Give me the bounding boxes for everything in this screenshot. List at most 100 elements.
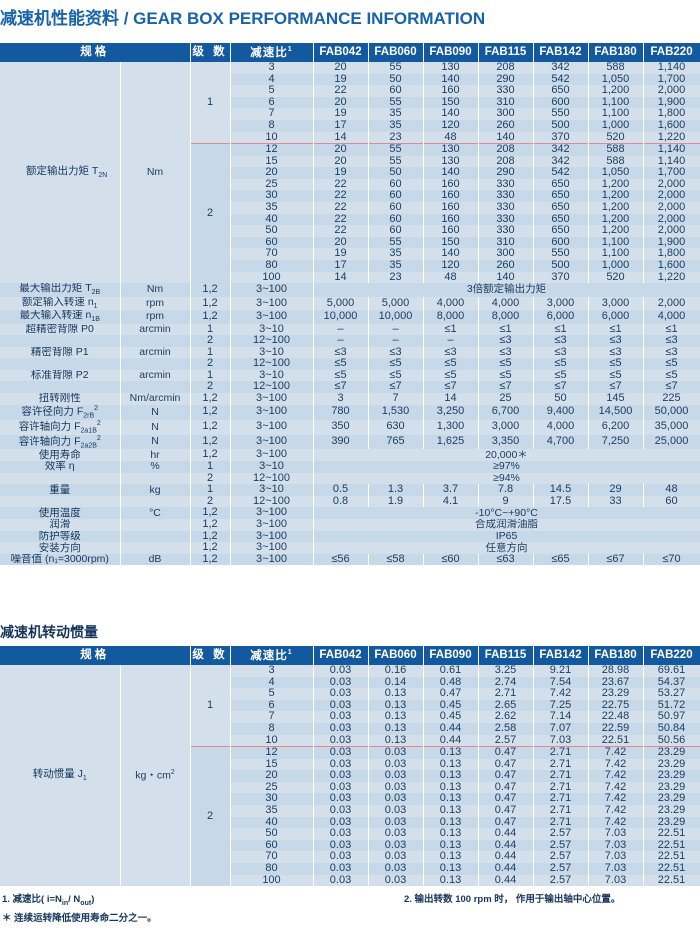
table-row: 70 19 35 140 300 550 1,100 1,800 bbox=[0, 248, 700, 260]
value-5: 7.42 bbox=[588, 770, 644, 782]
inertia-table-body: 转动惯量 J1 kg・cm2 1 3 0.03 0.16 0.61 3.25 9.21 28.98… bbox=[0, 665, 700, 887]
spec-row: 超精密背隙 P0 arcmin 1 3~10– – ≤1 ≤1 ≤1 ≤1 ≤1 bbox=[0, 323, 700, 336]
value-3: 4,000 bbox=[478, 296, 534, 311]
value-6: 1,700 bbox=[643, 167, 700, 179]
ratio-value: 30 bbox=[230, 793, 314, 806]
value-1: 0.16 bbox=[368, 665, 424, 677]
value-0: 19 bbox=[313, 73, 369, 86]
spec-label: 噪音值 (n₁=3000rpm) bbox=[0, 553, 121, 566]
table-row: 6 0.03 0.13 0.45 2.65 7.25 22.75 51.72 bbox=[0, 699, 700, 712]
value-0: 350 bbox=[313, 419, 369, 435]
value-2: 0.13 bbox=[423, 758, 479, 771]
value-1: 1.3 bbox=[368, 484, 424, 496]
value-1: 0.13 bbox=[368, 699, 424, 712]
spec-row: 润滑 1,2 3~100 合成润滑油脂 bbox=[0, 519, 700, 531]
spec-row: 容许径向力 F2rB2 N 1,2 3~100 780 1,530 3,250 6,700 9,… bbox=[0, 404, 700, 420]
spec-label: 容许径向力 F2rB2 bbox=[0, 404, 121, 420]
spec-unit bbox=[120, 335, 191, 347]
header2-model-3: FAB115 bbox=[478, 646, 534, 665]
value-6: ≤70 bbox=[643, 553, 700, 566]
value-3: 300 bbox=[478, 108, 534, 120]
value-3: 330 bbox=[478, 190, 534, 203]
table-header-row: 规格 级 数 减速比1 FAB042 FAB060 FAB090 FAB115 … bbox=[0, 43, 700, 62]
value-0: 0.03 bbox=[313, 734, 369, 747]
value-0: 0.03 bbox=[313, 746, 369, 759]
spec-unit: N bbox=[120, 404, 191, 420]
value-3: 0.47 bbox=[478, 781, 534, 794]
value-0: 22 bbox=[313, 202, 369, 214]
value-6: 1,700 bbox=[643, 73, 700, 86]
value-2: 0.13 bbox=[423, 863, 479, 875]
ratio-value: 12~100 bbox=[230, 358, 314, 370]
value-1: 50 bbox=[368, 167, 424, 179]
ratio-value: 35 bbox=[230, 202, 314, 214]
footnotes: 1. 减速比( i=Nin/ Nout) ＊ 连续运转降低使用寿命二分之一。 2… bbox=[0, 891, 700, 925]
value-4: 500 bbox=[533, 119, 589, 132]
value-1: 0.03 bbox=[368, 805, 424, 817]
value-6: 22.51 bbox=[643, 851, 700, 863]
value-3: 140 bbox=[478, 271, 534, 284]
value-4: 4,700 bbox=[533, 434, 589, 450]
value-2: 130 bbox=[423, 143, 479, 156]
value-0: – bbox=[313, 335, 369, 347]
value-5: 7,250 bbox=[588, 434, 644, 450]
table-row: 5 22 60 160 330 650 1,200 2,000 bbox=[0, 85, 700, 97]
value-1: 0.13 bbox=[368, 734, 424, 747]
value-5: 145 bbox=[588, 393, 644, 405]
value-3: 0.47 bbox=[478, 758, 534, 771]
value-4: 650 bbox=[533, 190, 589, 203]
spec-row: 最大输入转速 n1B rpm 1,2 3~100 10,000 10,000 8,000 8,… bbox=[0, 310, 700, 324]
ratio-value: 3~10 bbox=[230, 346, 314, 359]
value-1: ≤7 bbox=[368, 381, 424, 394]
value-0: 0.03 bbox=[313, 688, 369, 700]
value-1: ≤58 bbox=[368, 553, 424, 566]
value-2: 0.13 bbox=[423, 851, 479, 863]
value-6: 2,000 bbox=[643, 190, 700, 203]
table-row: 额定输出力矩 T2N Nm 1 3 20 55 130 208 342 588 1,140 bbox=[0, 62, 700, 284]
value-3: 2.62 bbox=[478, 711, 534, 723]
value-5: 588 bbox=[588, 155, 644, 168]
value-4: 500 bbox=[533, 260, 589, 272]
stage-value: 1 bbox=[190, 665, 231, 747]
value-2: 120 bbox=[423, 260, 479, 272]
merged-value: 合成润滑油脂 bbox=[313, 519, 700, 531]
value-5: ≤3 bbox=[588, 346, 644, 359]
value-4: 2.57 bbox=[533, 874, 589, 887]
stage-value: 1 bbox=[190, 62, 231, 144]
value-3: 208 bbox=[478, 62, 534, 74]
spec-label bbox=[0, 472, 121, 485]
value-2: 160 bbox=[423, 213, 479, 226]
ratio-value: 3~10 bbox=[230, 461, 314, 473]
value-3: 208 bbox=[478, 143, 534, 156]
spec-label: 额定输入转速 n1 bbox=[0, 296, 121, 311]
value-0: ≤5 bbox=[313, 369, 369, 382]
value-1: 60 bbox=[368, 225, 424, 237]
value-5: 22.75 bbox=[588, 699, 644, 712]
header-model-3: FAB115 bbox=[478, 43, 534, 62]
value-3: 300 bbox=[478, 248, 534, 260]
value-2: ≤1 bbox=[423, 323, 479, 336]
header-stage: 级 数 bbox=[190, 43, 231, 62]
value-2: 1,300 bbox=[423, 419, 479, 435]
value-5: ≤3 bbox=[588, 335, 644, 347]
header2-model-1: FAB060 bbox=[368, 646, 424, 665]
value-6: 2,000 bbox=[643, 213, 700, 226]
value-1: 765 bbox=[368, 434, 424, 450]
value-1: 55 bbox=[368, 236, 424, 249]
value-4: 342 bbox=[533, 143, 589, 156]
stage-value: 2 bbox=[190, 358, 231, 370]
ratio-value: 70 bbox=[230, 851, 314, 863]
value-0: 0.03 bbox=[313, 758, 369, 771]
value-0: 20 bbox=[313, 155, 369, 168]
footnote-1: 1. 减速比( i=Nin/ Nout) bbox=[2, 894, 95, 908]
value-4: 7.03 bbox=[533, 734, 589, 747]
value-6: 1,140 bbox=[643, 155, 700, 168]
value-3: 310 bbox=[478, 96, 534, 109]
value-0: ≤7 bbox=[313, 381, 369, 394]
value-4: 3,000 bbox=[533, 296, 589, 311]
stage-value: 1 bbox=[190, 461, 231, 473]
spec-row: 2 12~100 0.8 1.9 4.1 9 17.5 33 60 bbox=[0, 495, 700, 508]
ratio-value: 3~100 bbox=[230, 519, 314, 531]
value-2: 8,000 bbox=[423, 310, 479, 324]
value-5: 1,200 bbox=[588, 85, 644, 97]
